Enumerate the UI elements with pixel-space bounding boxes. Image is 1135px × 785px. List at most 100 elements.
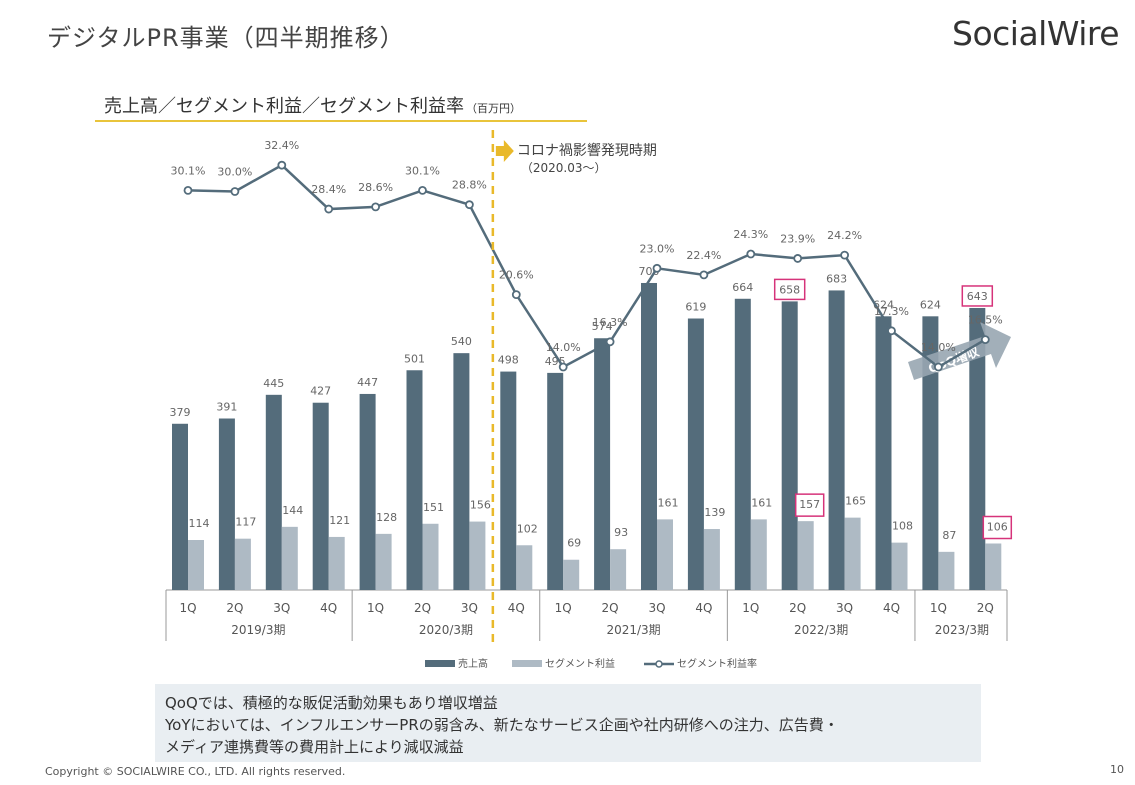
rate-point xyxy=(746,249,756,259)
revenue-value-label: 498 xyxy=(498,354,519,367)
rate-point xyxy=(324,204,334,214)
rate-point xyxy=(183,186,193,195)
x-tick-label: 3Q xyxy=(836,601,853,615)
rate-value-label: 24.3% xyxy=(733,228,768,241)
rate-line xyxy=(187,163,986,369)
revenue-bar xyxy=(875,316,892,590)
profit-bar xyxy=(750,519,767,590)
legend-swatch-revenue xyxy=(425,660,455,667)
section-underline xyxy=(95,120,587,122)
rate-value-label: 16.3% xyxy=(593,316,628,329)
revenue-value-label: 427 xyxy=(310,385,331,398)
rate-point xyxy=(230,187,240,196)
profit-bar xyxy=(610,549,627,590)
profit-highlight-box xyxy=(794,493,825,517)
x-tick-label: 4Q xyxy=(320,601,337,615)
revenue-bar xyxy=(406,370,423,590)
legend-label-profit: セグメント利益 xyxy=(545,657,615,670)
rate-point xyxy=(558,362,568,372)
profit-bar xyxy=(938,551,955,590)
profit-value-label: 161 xyxy=(751,496,772,509)
x-tick-label: 2Q xyxy=(414,601,431,615)
revenue-highlight-box xyxy=(961,285,994,307)
revenue-value-label: 391 xyxy=(216,401,237,414)
note-line-2: YoYにおいては、インフルエンサーPRの弱含み、新たなサービス企画や社内研修への… xyxy=(165,716,839,734)
x-tick-label: 3Q xyxy=(648,601,665,615)
rate-value-label: 23.0% xyxy=(640,242,675,255)
profit-bar xyxy=(328,536,345,590)
profit-bar xyxy=(375,533,392,590)
annotation-title: コロナ禍影響発現時期 xyxy=(517,142,657,159)
x-tick-label: 2Q xyxy=(789,601,806,615)
profit-value-label: 144 xyxy=(282,504,303,517)
rate-value-label: 14.0% xyxy=(546,341,581,354)
rate-value-label: 16.5% xyxy=(968,314,1003,327)
revenue-bar xyxy=(312,402,329,590)
revenue-value-label: 447 xyxy=(357,376,378,389)
revenue-bar xyxy=(500,371,517,590)
revenue-value-label: 540 xyxy=(451,335,472,348)
profit-highlight-box xyxy=(982,515,1013,540)
section-title-text: 売上高／セグメント利益／セグメント利益率 xyxy=(104,96,464,117)
rate-point xyxy=(464,200,474,210)
x-tick-label: 1Q xyxy=(742,601,759,615)
revenue-bar xyxy=(265,394,282,590)
x-tick-label: 1Q xyxy=(367,601,384,615)
company-logo: SocialWire xyxy=(952,14,1120,53)
x-tick-label: 3Q xyxy=(273,601,290,615)
rate-value-label: 28.8% xyxy=(452,179,487,192)
profit-bar xyxy=(422,523,439,590)
revenue-value-label: 445 xyxy=(263,377,284,390)
rate-point xyxy=(605,337,615,347)
profit-bar xyxy=(469,521,486,590)
profit-value-label: 128 xyxy=(376,511,397,524)
profit-value-label: 108 xyxy=(892,520,913,533)
profit-value-label: 139 xyxy=(704,506,725,519)
x-tick-label: 4Q xyxy=(508,601,525,615)
fiscal-year-label: 2022/3期 xyxy=(794,623,848,637)
revenue-bar xyxy=(172,423,188,590)
rate-value-label: 23.9% xyxy=(780,232,815,245)
page-number: 10 xyxy=(1110,763,1124,776)
revenue-highlight-box xyxy=(773,278,806,301)
profit-bar xyxy=(703,529,720,590)
rate-value-label: 20.6% xyxy=(499,269,534,282)
x-tick-label: 3Q xyxy=(461,601,478,615)
profit-value-label: 117 xyxy=(235,516,256,529)
rate-point xyxy=(511,290,521,300)
rate-value-label: 17.3% xyxy=(874,305,909,318)
rate-value-label: 28.6% xyxy=(358,181,393,194)
profit-value-label: 69 xyxy=(567,537,581,550)
revenue-value-label: 624 xyxy=(920,298,941,311)
x-tick-label: 4Q xyxy=(695,601,712,615)
profit-bar xyxy=(797,521,814,590)
revenue-bar xyxy=(734,298,751,590)
x-tick-label: 1Q xyxy=(930,601,947,615)
rate-value-label: 30.1% xyxy=(405,164,440,177)
revenue-bar xyxy=(547,372,564,590)
profit-value-label: 151 xyxy=(423,501,444,514)
revenue-bar xyxy=(687,318,704,590)
revenue-value-label: 643 xyxy=(967,290,988,303)
profit-bar xyxy=(844,517,861,590)
revenue-value-label: 574 xyxy=(592,320,613,333)
rate-point xyxy=(371,202,381,212)
rate-point xyxy=(418,186,427,195)
x-tick-label: 2Q xyxy=(226,601,243,615)
rate-value-label: 22.4% xyxy=(686,249,721,262)
revenue-value-label: 379 xyxy=(170,406,191,419)
profit-bar xyxy=(516,545,533,590)
note-line-1: QoQでは、積極的な販促活動効果もあり増収増益 xyxy=(165,694,498,712)
profit-bar xyxy=(891,542,908,590)
x-tick-label: 2Q xyxy=(602,601,619,615)
section-unit: （百万円） xyxy=(466,102,521,115)
rate-value-label: 30.0% xyxy=(217,166,252,179)
legend-label-rate: セグメント利益率 xyxy=(677,657,757,670)
rate-value-label: 14.0% xyxy=(921,341,956,354)
annotation-arrow-icon xyxy=(495,140,514,162)
rate-point xyxy=(793,254,803,263)
legend-marker-rate xyxy=(655,660,663,668)
profit-value-label: 87 xyxy=(942,529,956,542)
rate-point xyxy=(277,160,287,170)
